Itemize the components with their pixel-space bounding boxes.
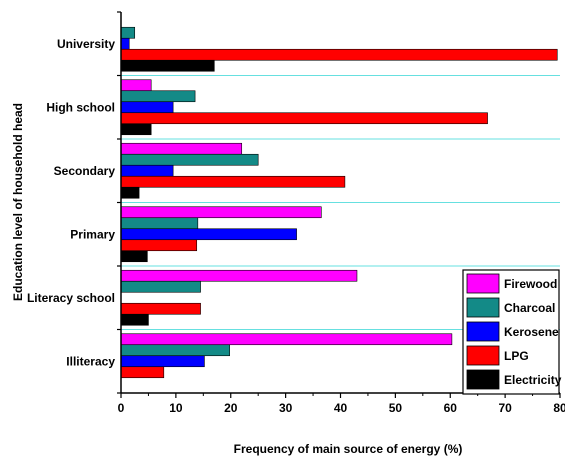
- bar: [120, 344, 230, 357]
- bar: [120, 79, 152, 92]
- bar: [120, 101, 174, 114]
- bar: [120, 217, 199, 230]
- category-labels: University High school Secondary Primary Lit…: [27, 37, 115, 369]
- category-label: High school: [46, 100, 115, 114]
- legend-swatch: [466, 345, 500, 366]
- x-tick-label: 70: [498, 401, 512, 415]
- category-separators: [121, 75, 560, 330]
- bar: [120, 250, 148, 263]
- bar: [120, 164, 174, 177]
- legend-label: Electricity: [504, 373, 562, 387]
- category-label: Illiteracy: [66, 354, 115, 368]
- legend-label: Kerosene: [504, 325, 559, 339]
- bar: [120, 123, 152, 136]
- bar: [120, 313, 149, 326]
- bar: [120, 112, 488, 125]
- bar: [120, 302, 201, 315]
- legend-label: Charcoal: [504, 301, 555, 315]
- category-label: Secondary: [54, 164, 116, 178]
- bar: [120, 175, 346, 188]
- bar: [120, 153, 259, 166]
- x-tick-label: 80: [553, 401, 565, 415]
- x-tick-label: 50: [389, 401, 403, 415]
- bar: [120, 280, 201, 293]
- bar: [120, 37, 130, 50]
- x-tick-label: 20: [224, 401, 238, 415]
- bar: [120, 59, 215, 72]
- y-axis-title: Education level of household head: [11, 103, 25, 301]
- bar: [120, 206, 322, 219]
- legend-swatch: [466, 297, 500, 318]
- x-tick-label: 10: [169, 401, 183, 415]
- category-label: Literacy school: [27, 291, 115, 305]
- legend-swatch: [466, 369, 500, 390]
- x-tick-label: 30: [279, 401, 293, 415]
- bar: [120, 366, 165, 379]
- category-label: Primary: [70, 227, 115, 241]
- legend-label: LPG: [504, 349, 529, 363]
- x-ticks: 0 10 20 30 40 50 60 70 80: [118, 393, 565, 415]
- bar: [120, 186, 140, 199]
- legend-swatch: [466, 321, 500, 342]
- bar: [120, 228, 297, 241]
- bar: [120, 26, 136, 39]
- bar: [120, 269, 358, 282]
- legend-label: Firewood: [504, 277, 557, 291]
- bar: [120, 142, 243, 155]
- x-tick-label: 0: [118, 401, 125, 415]
- legend: Firewood Charcoal Kerosene LPG Electricity: [462, 269, 562, 395]
- bar: [120, 239, 198, 252]
- bar: [120, 48, 558, 61]
- bars: [120, 26, 558, 379]
- bar: [120, 333, 453, 346]
- bar: [120, 90, 196, 103]
- x-tick-label: 60: [444, 401, 458, 415]
- category-label: University: [57, 37, 115, 51]
- x-tick-label: 40: [334, 401, 348, 415]
- x-axis-title: Frequency of main source of energy (%): [234, 442, 463, 456]
- bar: [120, 355, 205, 368]
- legend-swatch: [466, 273, 500, 294]
